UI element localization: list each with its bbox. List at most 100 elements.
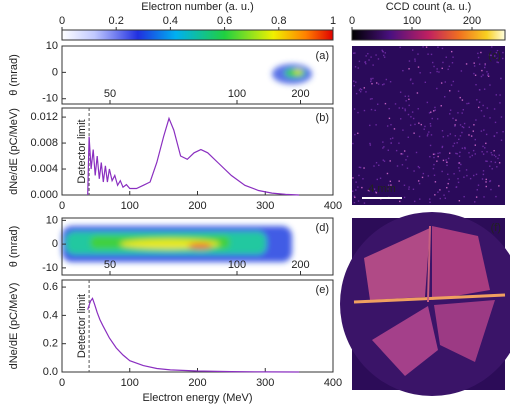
noise-dot xyxy=(353,84,355,87)
noise-dot xyxy=(355,92,358,95)
noise-dot xyxy=(382,159,385,161)
y-tick-label: 0 xyxy=(52,66,58,78)
noise-dot xyxy=(474,74,477,76)
noise-dot xyxy=(446,186,448,189)
noise-dot xyxy=(412,117,415,120)
noise-dot xyxy=(443,194,445,196)
noise-dot xyxy=(396,165,399,167)
noise-dot xyxy=(384,102,387,105)
noise-dot xyxy=(500,77,502,80)
noise-dot xyxy=(449,152,451,154)
noise-dot xyxy=(354,133,356,136)
noise-dot xyxy=(432,153,435,155)
noise-dot xyxy=(454,124,456,126)
noise-dot xyxy=(457,112,459,114)
noise-dot xyxy=(502,51,504,54)
noise-dot xyxy=(370,77,372,80)
x-tick-label: 100 xyxy=(121,200,139,212)
noise-dot xyxy=(401,107,404,109)
noise-dot xyxy=(421,176,424,179)
noise-dot xyxy=(438,71,440,73)
noise-dot xyxy=(414,60,416,62)
noise-dot xyxy=(376,103,379,105)
noise-dot xyxy=(487,73,489,75)
spectrum-line xyxy=(87,116,300,196)
noise-dot xyxy=(485,185,487,188)
noise-dot xyxy=(429,125,432,127)
noise-dot xyxy=(458,170,461,172)
noise-dot xyxy=(471,154,474,157)
noise-dot xyxy=(482,170,485,172)
noise-dot xyxy=(386,172,389,175)
noise-dot xyxy=(422,46,424,48)
noise-dot xyxy=(387,184,390,186)
noise-dot xyxy=(428,131,430,133)
noise-dot xyxy=(405,159,407,161)
noise-dot xyxy=(502,130,504,133)
noise-dot xyxy=(441,146,443,149)
noise-dot xyxy=(442,61,444,64)
noise-dot xyxy=(439,197,441,200)
noise-dot xyxy=(365,62,367,65)
noise-dot xyxy=(500,116,503,118)
noise-dot xyxy=(413,170,415,172)
noise-dot xyxy=(420,123,422,126)
ccd-noise xyxy=(352,46,504,204)
noise-dot xyxy=(381,83,384,86)
noise-dot xyxy=(466,102,468,105)
noise-dot xyxy=(375,124,377,126)
noise-dot xyxy=(434,106,436,109)
noise-dot xyxy=(403,184,406,186)
noise-dot xyxy=(463,195,465,198)
noise-dot xyxy=(432,167,435,170)
noise-dot xyxy=(472,130,475,132)
noise-dot xyxy=(476,99,478,101)
noise-dot xyxy=(389,160,391,162)
noise-dot xyxy=(434,194,436,196)
noise-dot xyxy=(466,174,468,177)
noise-dot xyxy=(394,103,397,105)
ccd-image xyxy=(340,212,510,396)
noise-dot xyxy=(419,72,421,74)
noise-dot xyxy=(389,180,392,183)
scale-label: 4 mm xyxy=(368,183,396,195)
noise-dot xyxy=(468,102,470,105)
noise-dot xyxy=(358,60,361,63)
noise-dot xyxy=(369,124,371,127)
noise-dot xyxy=(475,119,477,121)
noise-dot xyxy=(406,155,409,158)
noise-dot xyxy=(433,110,435,112)
noise-dot xyxy=(433,163,435,166)
noise-dot xyxy=(375,162,378,164)
noise-dot xyxy=(388,117,391,120)
noise-dot xyxy=(407,136,409,139)
noise-dot xyxy=(407,95,410,97)
noise-dot xyxy=(459,135,462,137)
x-tick-label: 0 xyxy=(59,200,65,212)
noise-dot xyxy=(487,74,489,77)
noise-dot xyxy=(450,50,453,53)
noise-dot xyxy=(433,156,435,159)
noise-dot xyxy=(453,142,456,145)
x-tick-label: 100 xyxy=(228,88,246,100)
noise-dot xyxy=(457,90,460,92)
noise-dot xyxy=(400,118,402,120)
noise-dot xyxy=(437,155,439,158)
noise-dot xyxy=(472,174,475,177)
noise-dot xyxy=(495,52,498,54)
noise-dot xyxy=(456,142,458,144)
noise-dot xyxy=(412,82,414,85)
noise-dot xyxy=(441,170,443,173)
noise-dot xyxy=(389,81,392,83)
noise-dot xyxy=(357,200,360,202)
noise-dot xyxy=(359,90,362,93)
noise-dot xyxy=(498,154,500,156)
noise-dot xyxy=(353,201,356,204)
noise-dot xyxy=(418,182,421,185)
noise-dot xyxy=(391,137,394,139)
noise-dot xyxy=(434,109,436,111)
colorbar-tick-label: 200 xyxy=(463,15,481,27)
noise-dot xyxy=(353,195,356,197)
noise-dot xyxy=(437,152,439,155)
noise-dot xyxy=(496,49,499,52)
